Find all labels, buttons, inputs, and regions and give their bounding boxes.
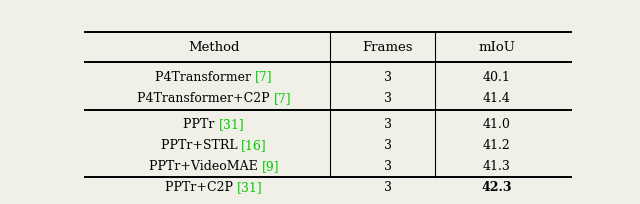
Text: 41.4: 41.4 bbox=[483, 92, 511, 105]
Text: PPTr+STRL: PPTr+STRL bbox=[161, 139, 241, 152]
Text: PPTr: PPTr bbox=[183, 118, 219, 131]
Text: [7]: [7] bbox=[273, 92, 291, 105]
Text: PPTr+C2P: PPTr+C2P bbox=[165, 181, 237, 194]
Text: 41.0: 41.0 bbox=[483, 118, 511, 131]
Text: 41.3: 41.3 bbox=[483, 160, 511, 173]
Text: Method: Method bbox=[188, 41, 239, 54]
Text: [9]: [9] bbox=[262, 160, 279, 173]
Text: PPTr+VideoMAE: PPTr+VideoMAE bbox=[148, 160, 262, 173]
Text: Frames: Frames bbox=[362, 41, 413, 54]
Text: 3: 3 bbox=[383, 181, 392, 194]
Text: 41.2: 41.2 bbox=[483, 139, 511, 152]
Text: 40.1: 40.1 bbox=[483, 71, 511, 84]
Text: [31]: [31] bbox=[237, 181, 263, 194]
Text: 3: 3 bbox=[383, 139, 392, 152]
Text: 3: 3 bbox=[383, 160, 392, 173]
Text: P4Transformer+C2P: P4Transformer+C2P bbox=[137, 92, 273, 105]
Text: P4Transformer: P4Transformer bbox=[155, 71, 255, 84]
Text: [7]: [7] bbox=[255, 71, 273, 84]
Text: 3: 3 bbox=[383, 118, 392, 131]
Text: 3: 3 bbox=[383, 92, 392, 105]
Text: [16]: [16] bbox=[241, 139, 267, 152]
Text: 3: 3 bbox=[383, 71, 392, 84]
Text: mIoU: mIoU bbox=[478, 41, 515, 54]
Text: [31]: [31] bbox=[219, 118, 244, 131]
Text: 42.3: 42.3 bbox=[481, 181, 512, 194]
